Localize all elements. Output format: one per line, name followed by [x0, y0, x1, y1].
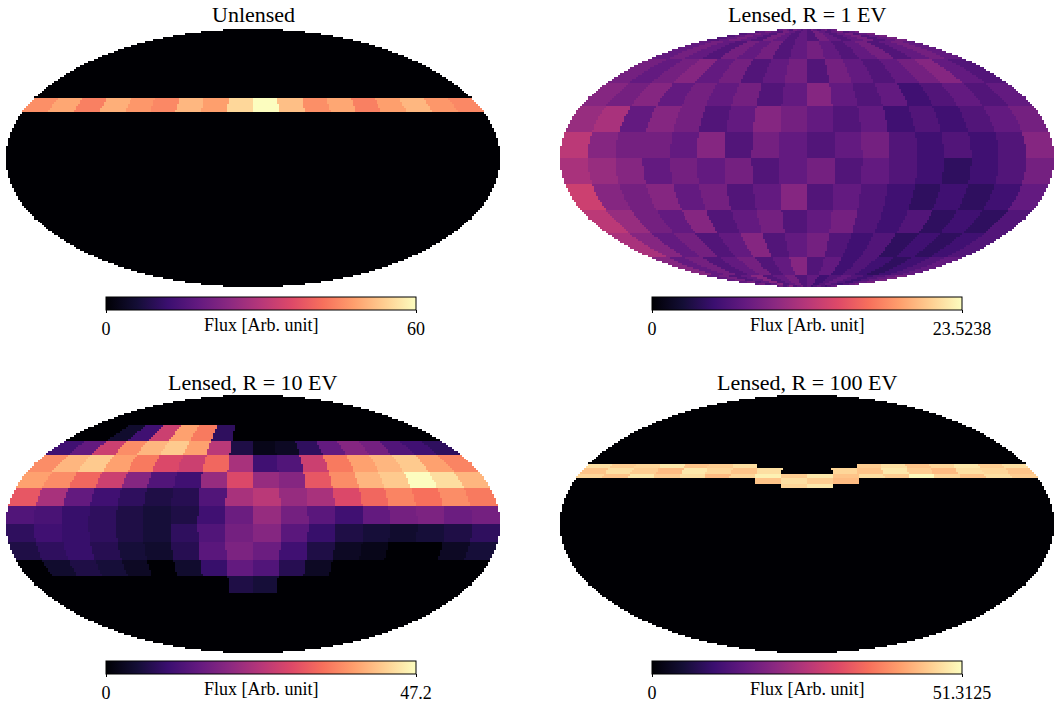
svg-text:Lensed, R = 100 EV: Lensed, R = 100 EV [717, 370, 898, 395]
svg-text:0: 0 [648, 319, 657, 339]
svg-text:Flux [Arb. unit]: Flux [Arb. unit] [204, 679, 319, 699]
svg-text:Flux [Arb. unit]: Flux [Arb. unit] [750, 315, 865, 335]
svg-text:23.5238: 23.5238 [933, 319, 992, 339]
svg-text:0: 0 [648, 683, 657, 703]
svg-text:51.3125: 51.3125 [933, 683, 992, 703]
svg-text:Flux [Arb. unit]: Flux [Arb. unit] [204, 315, 319, 335]
svg-text:Lensed, R = 1 EV: Lensed, R = 1 EV [728, 2, 887, 27]
svg-text:47.2: 47.2 [400, 683, 432, 703]
svg-text:0: 0 [102, 319, 111, 339]
svg-text:60: 60 [407, 319, 425, 339]
svg-text:Flux [Arb. unit]: Flux [Arb. unit] [750, 679, 865, 699]
svg-text:0: 0 [102, 683, 111, 703]
svg-text:Lensed, R = 10 EV: Lensed, R = 10 EV [168, 370, 338, 395]
svg-text:Unlensed: Unlensed [212, 2, 295, 27]
